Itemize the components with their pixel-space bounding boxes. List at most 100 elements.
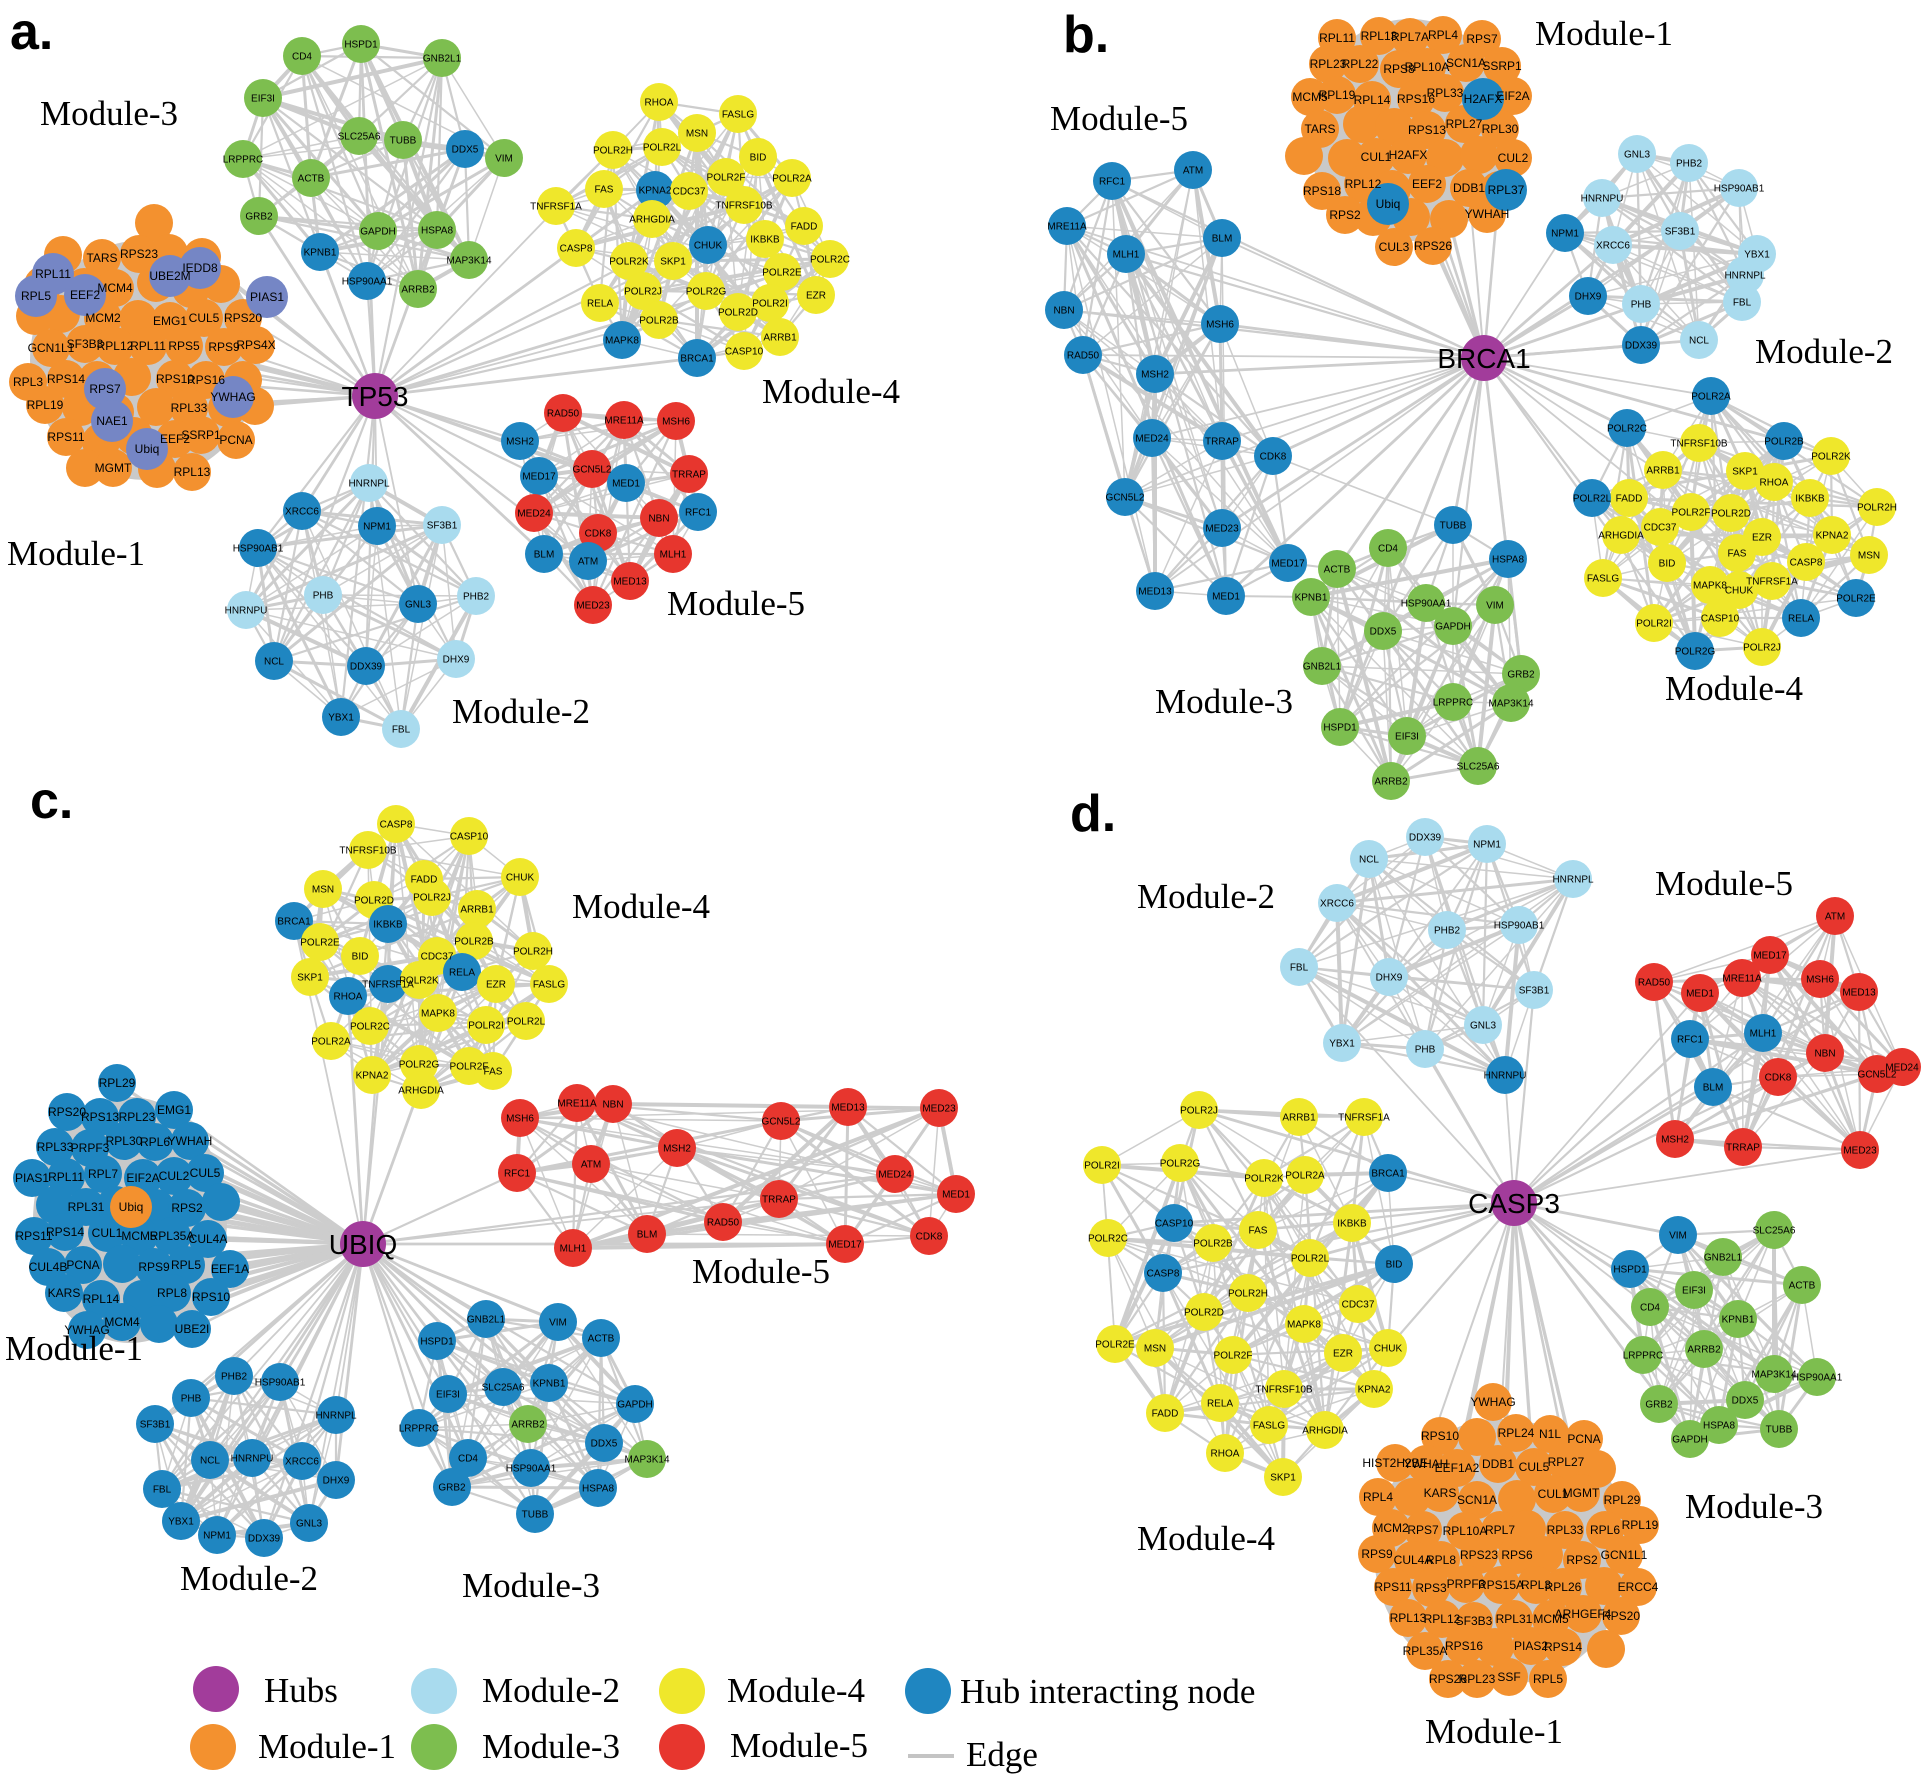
svg-text:RPL13: RPL13 (174, 465, 211, 479)
svg-text:SF3B1: SF3B1 (140, 1420, 171, 1431)
svg-text:KARS: KARS (48, 1286, 81, 1300)
svg-text:TUBB: TUBB (1440, 521, 1467, 532)
svg-text:MED13: MED13 (613, 577, 647, 588)
svg-text:RPL3: RPL3 (13, 375, 43, 389)
svg-text:Module-4: Module-4 (1137, 1519, 1275, 1558)
svg-text:CASP10: CASP10 (1155, 1219, 1194, 1230)
svg-text:XRCC6: XRCC6 (1320, 899, 1354, 910)
svg-text:RPL19: RPL19 (1622, 1518, 1659, 1532)
svg-text:RPS11: RPS11 (47, 430, 84, 444)
svg-text:GNL3: GNL3 (405, 600, 432, 611)
svg-text:Module-1: Module-1 (1425, 1712, 1563, 1751)
svg-text:ACTB: ACTB (298, 174, 325, 185)
svg-text:RPS16: RPS16 (187, 373, 225, 387)
svg-text:LRPPRC: LRPPRC (1433, 698, 1474, 709)
svg-text:CDC37: CDC37 (421, 952, 454, 963)
svg-text:MRE11A: MRE11A (1047, 222, 1087, 233)
svg-text:GAPDH: GAPDH (360, 227, 396, 238)
svg-text:POLR2B: POLR2B (1764, 437, 1804, 448)
svg-text:YWHAG: YWHAG (210, 390, 255, 404)
svg-text:GNL3: GNL3 (1624, 150, 1651, 161)
svg-text:POLR2J: POLR2J (624, 287, 662, 298)
svg-text:RPS18: RPS18 (1303, 184, 1341, 198)
svg-text:RPS4X: RPS4X (236, 338, 275, 352)
svg-text:Module-4: Module-4 (572, 887, 710, 926)
svg-text:GAPDH: GAPDH (617, 1400, 653, 1411)
svg-text:HSP90AA1: HSP90AA1 (1792, 1373, 1843, 1384)
svg-text:HSP90AA1: HSP90AA1 (342, 277, 393, 288)
svg-text:PHB: PHB (1631, 300, 1652, 311)
svg-text:MED23: MED23 (1843, 1146, 1877, 1157)
svg-text:MAPK8: MAPK8 (1287, 1320, 1321, 1331)
svg-text:DHX9: DHX9 (1575, 292, 1602, 303)
svg-text:RELA: RELA (1207, 1399, 1233, 1410)
svg-text:POLR2A: POLR2A (311, 1037, 351, 1048)
svg-text:MED23: MED23 (576, 601, 610, 612)
svg-text:MCM2: MCM2 (1373, 1521, 1409, 1535)
svg-text:CUL4B: CUL4B (29, 1260, 68, 1274)
svg-text:RPL7: RPL7 (1485, 1523, 1515, 1537)
svg-text:MCM4: MCM4 (97, 281, 133, 295)
svg-text:RPL6: RPL6 (140, 1135, 170, 1149)
svg-text:GCN5L2: GCN5L2 (1858, 1070, 1897, 1081)
svg-text:Module-4: Module-4 (727, 1671, 865, 1710)
svg-text:CASP10: CASP10 (1701, 614, 1740, 625)
svg-text:MGMT: MGMT (95, 461, 132, 475)
svg-text:SKP1: SKP1 (297, 973, 323, 984)
svg-text:NCL: NCL (1359, 855, 1379, 866)
svg-text:Module-1: Module-1 (258, 1727, 396, 1766)
svg-text:CDK8: CDK8 (1765, 1073, 1792, 1084)
svg-text:RPS11: RPS11 (1374, 1580, 1411, 1594)
svg-text:RPL23: RPL23 (119, 1110, 156, 1124)
svg-text:BLM: BLM (534, 550, 555, 561)
svg-text:RHOA: RHOA (1760, 478, 1789, 489)
svg-text:BID: BID (750, 153, 767, 164)
svg-text:MED23: MED23 (922, 1104, 956, 1115)
svg-text:Module-3: Module-3 (1685, 1487, 1823, 1526)
svg-text:RPS20: RPS20 (1602, 1609, 1640, 1623)
svg-text:FAS: FAS (1728, 549, 1747, 560)
svg-text:POLR2K: POLR2K (399, 976, 439, 987)
svg-text:RPS9: RPS9 (208, 340, 240, 354)
svg-text:EIF3I: EIF3I (1682, 1286, 1706, 1297)
svg-text:CUL3: CUL3 (1379, 240, 1410, 254)
svg-text:POLR2J: POLR2J (1743, 643, 1781, 654)
svg-text:NPM1: NPM1 (203, 1531, 231, 1542)
svg-text:EIF3I: EIF3I (436, 1390, 460, 1401)
svg-text:RPS3: RPS3 (1415, 1581, 1447, 1595)
svg-text:SF3B1: SF3B1 (427, 521, 458, 532)
svg-text:TNFRSF10B: TNFRSF10B (715, 201, 773, 212)
svg-text:POLR2L: POLR2L (507, 1017, 546, 1028)
svg-text:EEF2: EEF2 (70, 288, 100, 302)
svg-text:RPL33: RPL33 (1427, 86, 1464, 100)
svg-text:RPS9: RPS9 (1361, 1547, 1393, 1561)
svg-text:Module-4: Module-4 (762, 372, 900, 411)
svg-text:Module-5: Module-5 (730, 1726, 868, 1765)
svg-text:MSH2: MSH2 (1141, 370, 1169, 381)
svg-text:GNB2L1: GNB2L1 (467, 1315, 506, 1326)
svg-text:DHX9: DHX9 (323, 1476, 350, 1487)
svg-text:NBN: NBN (1814, 1049, 1835, 1060)
svg-text:RPS14: RPS14 (46, 1225, 84, 1239)
svg-text:RPL10A: RPL10A (1405, 60, 1450, 74)
svg-text:GNL3: GNL3 (296, 1519, 323, 1530)
svg-text:ATM: ATM (1825, 912, 1845, 923)
svg-text:UBE2I: UBE2I (175, 1322, 210, 1336)
svg-text:ACTB: ACTB (588, 1334, 615, 1345)
svg-text:PHB: PHB (181, 1394, 202, 1405)
svg-text:SKP1: SKP1 (1270, 1473, 1296, 1484)
svg-text:RPL5: RPL5 (1533, 1672, 1563, 1686)
svg-text:RPL27: RPL27 (1446, 117, 1483, 131)
svg-text:PHB2: PHB2 (1434, 926, 1461, 937)
svg-text:IKBKB: IKBKB (373, 920, 403, 931)
svg-text:KPNA2: KPNA2 (1816, 531, 1849, 542)
svg-text:KPNA2: KPNA2 (639, 186, 672, 197)
svg-text:YWHAH: YWHAH (168, 1134, 213, 1148)
svg-text:RPL7A: RPL7A (1391, 30, 1429, 44)
svg-text:MAP3K14: MAP3K14 (1488, 699, 1533, 710)
svg-text:HSPA8: HSPA8 (1492, 555, 1524, 566)
svg-text:RPL12: RPL12 (97, 339, 134, 353)
svg-text:POLR2A: POLR2A (772, 174, 812, 185)
svg-text:GRB2: GRB2 (438, 1483, 466, 1494)
svg-text:HSP90AB1: HSP90AB1 (233, 544, 284, 555)
